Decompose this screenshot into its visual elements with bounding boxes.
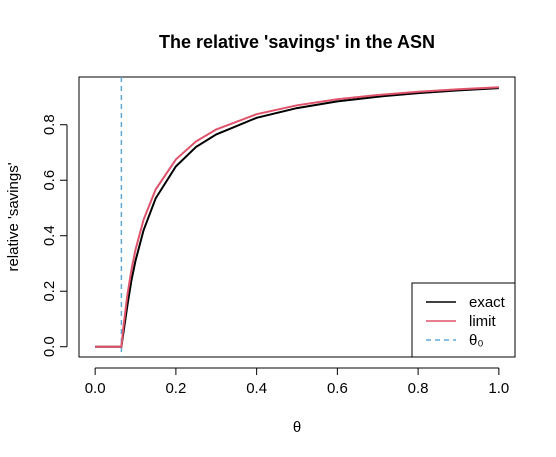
y-tick-label: 0.6 <box>41 170 58 191</box>
y-tick-label: 0.0 <box>41 336 58 357</box>
legend-label: exact <box>469 294 506 311</box>
x-tick-label: 0.2 <box>165 380 186 397</box>
legend-label: limit <box>469 313 496 330</box>
chart-title: The relative 'savings' in the ASN <box>159 32 435 52</box>
x-tick-label: 0.4 <box>246 380 267 397</box>
y-tick-label: 0.2 <box>41 281 58 302</box>
y-tick-label: 0.4 <box>41 225 58 246</box>
series-line <box>95 86 499 348</box>
y-tick-label: 0.8 <box>41 114 58 135</box>
x-tick-label: 0.8 <box>408 380 429 397</box>
legend-box <box>411 282 516 358</box>
legend-label: θ₀ <box>469 332 484 349</box>
x-tick-label: 1.0 <box>488 380 509 397</box>
series-line <box>95 87 499 348</box>
x-tick-label: 0.0 <box>85 380 106 397</box>
y-axis-label: relative 'savings' <box>5 162 22 271</box>
x-axis-label: θ <box>293 419 301 436</box>
plot-box <box>78 76 516 358</box>
x-tick-label: 0.6 <box>327 380 348 397</box>
